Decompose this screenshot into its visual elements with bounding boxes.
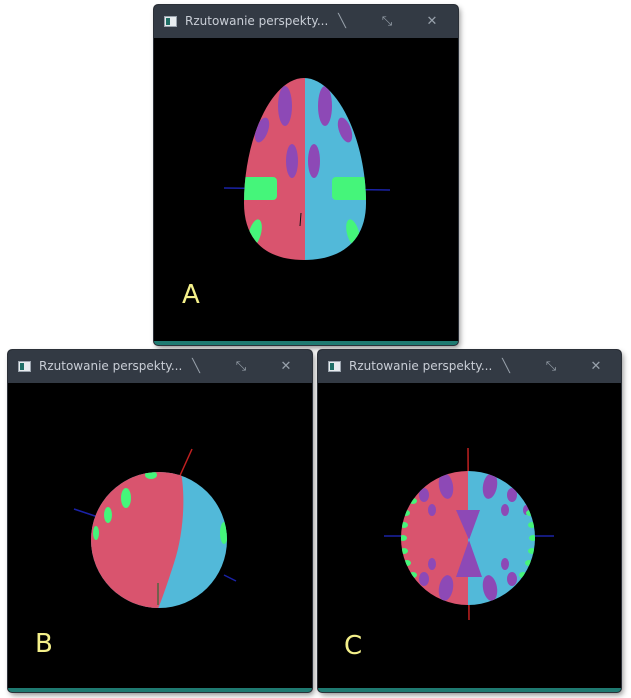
maximize-icon[interactable]: ⤡ (235, 359, 247, 374)
view-label: B (35, 629, 53, 659)
window-a: Rzutowanie perspekty... ╲ ⤡ ✕ (154, 5, 458, 345)
window-title: Rzutowanie perspekty... (185, 14, 329, 28)
close-icon[interactable]: ✕ (590, 359, 602, 374)
minimize-icon[interactable]: ╲ (502, 359, 510, 374)
view-label: C (344, 631, 363, 661)
app-icon (164, 16, 177, 27)
render-canvas[interactable]: B (8, 383, 312, 688)
titlebar[interactable]: Rzutowanie perspekty... ╲ ⤡ ✕ (8, 350, 312, 383)
titlebar[interactable]: Rzutowanie perspekty... ╲ ⤡ ✕ (154, 5, 458, 38)
maximize-icon[interactable]: ⤡ (545, 359, 557, 374)
sphere-render (73, 448, 237, 608)
app-icon (328, 361, 341, 372)
titlebar[interactable]: Rzutowanie perspekty... ╲ ⤡ ✕ (318, 350, 621, 383)
egg-render (223, 78, 391, 260)
app-icon (18, 361, 31, 372)
window-b: Rzutowanie perspekty... ╲ ⤡ ✕ (8, 350, 312, 692)
minimize-icon[interactable]: ╲ (338, 14, 346, 29)
maximize-icon[interactable]: ⤡ (381, 14, 393, 29)
close-icon[interactable]: ✕ (280, 359, 292, 374)
sphere-top-render (384, 447, 554, 621)
status-strip (318, 688, 621, 692)
status-strip (8, 688, 312, 692)
render-canvas[interactable]: A (154, 38, 458, 341)
window-c: Rzutowanie perspekty... ╲ ⤡ ✕ (318, 350, 621, 692)
render-canvas[interactable]: C (318, 383, 621, 688)
window-title: Rzutowanie perspekty... (39, 359, 183, 373)
minimize-icon[interactable]: ╲ (192, 359, 200, 374)
status-strip (154, 341, 458, 345)
view-label: A (182, 280, 200, 310)
close-icon[interactable]: ✕ (426, 14, 438, 29)
window-title: Rzutowanie perspekty... (349, 359, 493, 373)
